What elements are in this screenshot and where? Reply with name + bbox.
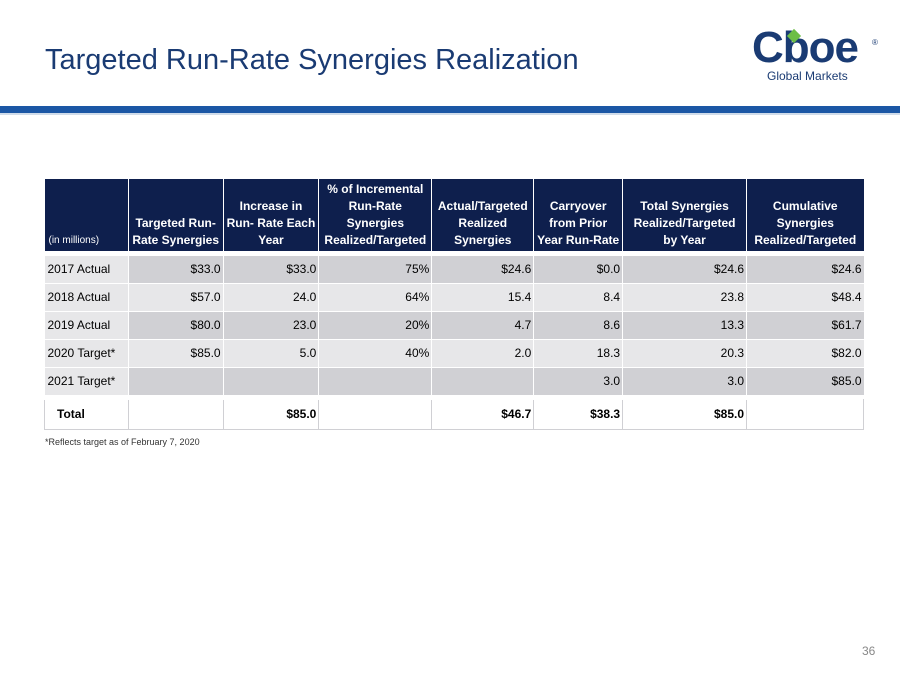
table-row: 2019 Actual $80.0 23.0 20% 4.7 8.6 13.3 … [44,310,864,339]
table-header-row: (in millions) Targeted Run-Rate Synergie… [44,179,864,251]
table-cell: $48.4 [746,282,864,311]
row-label: 2021 Target* [44,366,129,395]
logo-wordmark: Cboe [752,23,859,72]
table-cell: 8.6 [533,310,623,339]
total-cell [746,398,864,430]
row-label: 2019 Actual [44,310,129,339]
header-rule [0,106,900,115]
total-label: Total [44,398,129,430]
table-cell: 8.4 [533,282,623,311]
header-targeted-run-rate: Targeted Run-Rate Synergies [127,179,224,251]
total-cell: $38.3 [533,398,623,430]
header-in-millions: (in millions) [44,179,129,251]
page-number: 36 [862,644,876,658]
table-cell: $33.0 [127,254,224,283]
row-label: 2020 Target* [44,338,129,367]
table-cell: 75% [318,254,432,283]
table-cell: $0.0 [533,254,623,283]
header-actual-targeted-realized: Actual/Targeted Realized Synergies [431,179,534,251]
footnote: *Reflects target as of February 7, 2020 [45,437,200,447]
table-cell: 3.0 [533,366,623,395]
table-cell [222,366,319,395]
table-cell: 15.4 [431,282,534,311]
table-cell: $80.0 [127,310,224,339]
table-cell: 5.0 [222,338,319,367]
table-cell: 4.7 [431,310,534,339]
table-cell: 20% [318,310,432,339]
table-row: 2018 Actual $57.0 24.0 64% 15.4 8.4 23.8… [44,282,864,311]
table-cell: $24.6 [431,254,534,283]
table-cell [318,366,432,395]
table-cell: 3.0 [622,366,747,395]
table-cell: 24.0 [222,282,319,311]
total-row: Total $85.0 $46.7 $38.3 $85.0 [44,398,864,430]
table-cell: $57.0 [127,282,224,311]
table-cell: $85.0 [746,366,864,395]
header-cumulative: Cumulative Synergies Realized/Targeted [746,179,864,251]
table-cell: 18.3 [533,338,623,367]
total-cell: $46.7 [431,398,534,430]
row-label: 2017 Actual [44,254,129,283]
table-cell [431,366,534,395]
table-cell: 20.3 [622,338,747,367]
table-cell: $33.0 [222,254,319,283]
header-increase-run-rate: Increase in Run- Rate Each Year [222,179,319,251]
table-cell: $85.0 [127,338,224,367]
total-cell: $85.0 [622,398,747,430]
synergies-table: (in millions) Targeted Run-Rate Synergie… [44,179,864,430]
logo-diamond-icon [786,28,802,44]
table-cell: 13.3 [622,310,747,339]
table-row: 2021 Target* 3.0 3.0 $85.0 [44,366,864,395]
total-cell [318,398,432,430]
table-cell: $24.6 [746,254,864,283]
table-cell: 2.0 [431,338,534,367]
table-cell: 23.0 [222,310,319,339]
table-cell: $82.0 [746,338,864,367]
registered-mark: ® [872,38,878,47]
table-cell: $24.6 [622,254,747,283]
table-row: 2017 Actual $33.0 $33.0 75% $24.6 $0.0 $… [44,254,864,283]
logo-subtitle: Global Markets [767,69,848,83]
table-cell: 64% [318,282,432,311]
total-cell [127,398,224,430]
table-row: 2020 Target* $85.0 5.0 40% 2.0 18.3 20.3… [44,338,864,367]
table-cell [127,366,224,395]
table-cell: $61.7 [746,310,864,339]
header-carryover: Carryover from Prior Year Run-Rate [533,179,623,251]
header-total-synergies: Total Synergies Realized/Targeted by Yea… [622,179,747,251]
row-label: 2018 Actual [44,282,129,311]
total-cell: $85.0 [222,398,319,430]
header-pct-incremental: % of Incremental Run-Rate Synergies Real… [318,179,432,251]
page-title: Targeted Run-Rate Synergies Realization [45,44,579,76]
table-cell: 23.8 [622,282,747,311]
cboe-logo: Cboe ® Global Markets [752,24,882,86]
table-cell: 40% [318,338,432,367]
